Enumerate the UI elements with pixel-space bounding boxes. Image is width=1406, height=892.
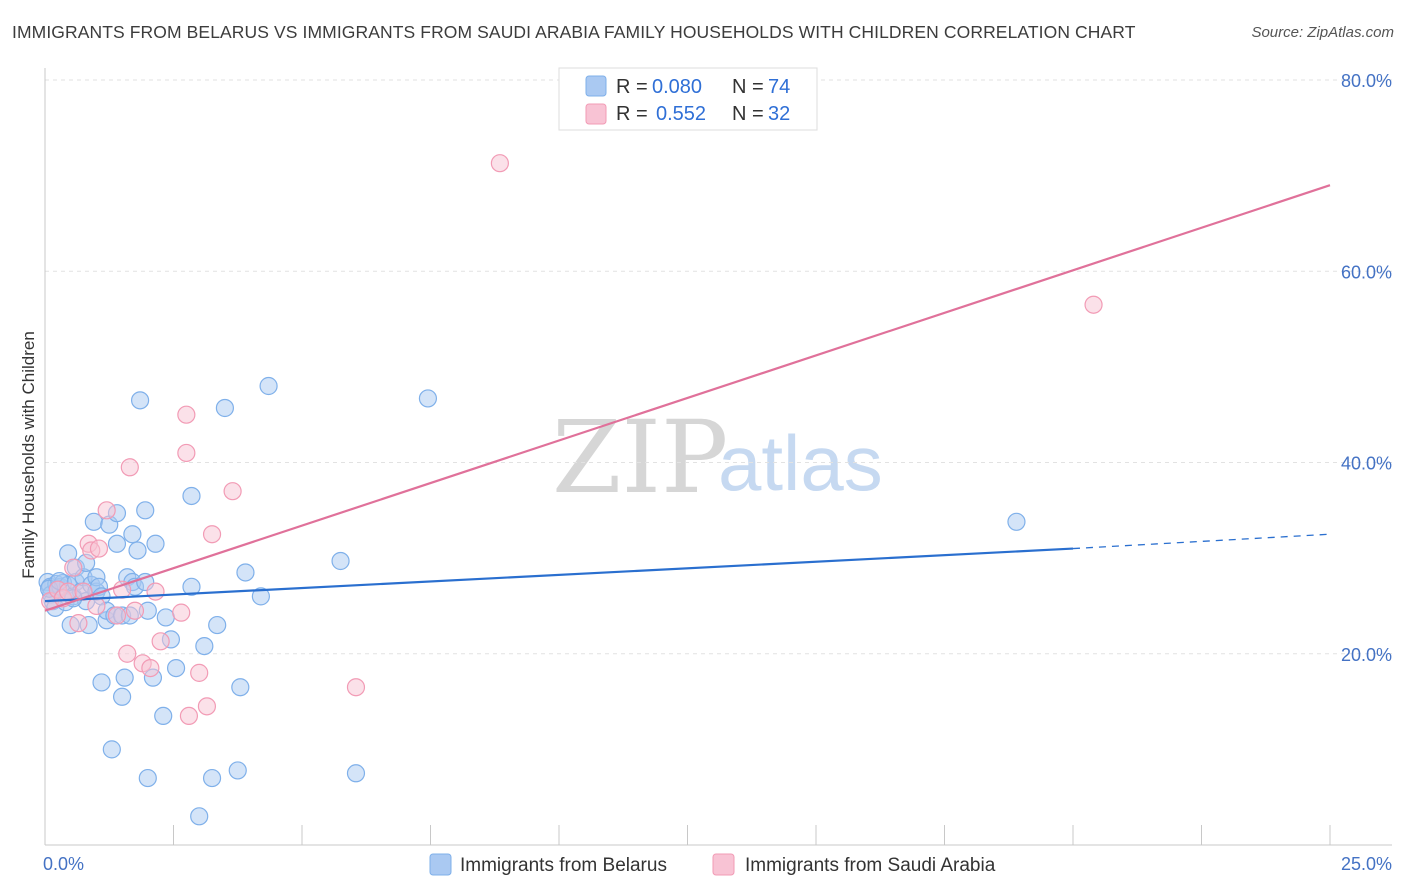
y-axis-label: Family Households with Children [19,331,38,579]
series-legend: Immigrants from Belarus Immigrants from … [429,853,996,876]
saudi-point-3 [59,582,78,601]
stats-n-value-saudi: 32 [768,103,790,125]
belarus-point-51 [154,706,173,726]
belarus-point-59 [202,768,222,788]
saudi-point-16 [125,601,145,620]
x-tick-label-1: 25.0% [1341,854,1392,874]
saudi-point-21 [172,603,191,622]
belarus-point-57 [190,807,209,826]
saudi-point-15 [120,458,139,477]
stats-n-label-belarus: N = [732,76,764,98]
y-tick-label-1: 40.0% [1341,454,1392,474]
saudi-trend-line [44,184,1331,612]
belarus-point-35 [112,687,132,706]
stats-n-label-saudi: N = [732,103,764,125]
y-tick-label-3: 80.0% [1341,71,1392,91]
belarus-point-31 [102,740,121,759]
stats-legend-swatch-saudi [585,103,607,125]
saudi-point-12 [107,606,127,625]
saudi-point-19 [146,582,165,601]
belarus-point-52 [156,608,175,627]
saudi-point-14 [118,644,137,663]
saudi-point-27 [202,525,222,544]
belarus-trend-line [44,547,1074,603]
belarus-point-58 [195,636,214,656]
belarus-point-69 [418,389,438,408]
watermark-zip: ZIP [552,399,728,516]
belarus-point-43 [128,541,147,560]
saudi-point-10 [89,539,109,558]
stats-legend: R = 0.080 N = 74 R = 0.552 N = 32 [558,67,818,131]
axes [44,68,1392,846]
x-tick-label-0: 0.0% [43,854,84,874]
stats-n-value-belarus: 74 [768,76,790,98]
data-points [38,154,1103,826]
belarus-point-61 [215,398,234,418]
stats-legend-swatch-belarus [585,75,607,97]
belarus-point-60 [208,615,227,635]
ticks: 20.0% 40.0% 60.0% 80.0% 0.0% 25.0% [43,71,1392,874]
saudi-point-5 [69,614,88,633]
legend-swatch-belarus [429,853,452,876]
belarus-point-64 [236,563,255,582]
belarus-point-62 [228,761,247,780]
saudi-point-29 [346,678,366,697]
belarus-point-46 [136,501,155,520]
belarus-point-50 [146,534,165,553]
y-tick-label-0: 20.0% [1341,645,1392,665]
saudi-point-26 [197,697,217,716]
saudi-point-28 [223,482,242,501]
stats-r-label-belarus: R = [616,76,648,98]
saudi-point-11 [97,501,116,520]
belarus-point-68 [346,764,366,783]
saudi-point-23 [179,706,199,726]
saudi-point-4 [64,558,83,577]
belarus-point-54 [166,658,186,678]
legend-label-saudi: Immigrants from Saudi Arabia [745,855,996,876]
belarus-point-56 [182,486,201,506]
belarus-point-44 [130,391,150,410]
legend-swatch-saudi [712,853,735,876]
saudi-point-31 [1084,295,1103,314]
stats-r-value-belarus: 0.080 [652,76,702,98]
belarus-point-37 [115,668,134,687]
saudi-point-24 [177,443,196,463]
chart-source: Source: ZipAtlas.com [1251,24,1394,41]
belarus-point-41 [123,525,142,544]
saudi-point-9 [87,596,106,616]
belarus-point-55 [182,577,201,596]
legend-label-belarus: Immigrants from Belarus [460,855,667,876]
stats-r-value-saudi: 0.552 [656,103,706,125]
saudi-point-25 [190,663,209,682]
belarus-point-33 [107,534,127,553]
belarus-point-66 [259,376,278,396]
saudi-point-18 [141,658,160,678]
belarus-point-63 [231,678,250,697]
chart-title: IMMIGRANTS FROM BELARUS VS IMMIGRANTS FR… [12,22,1136,42]
belarus-trend-extension [1072,533,1331,550]
belarus-point-67 [331,551,350,571]
y-tick-label-2: 60.0% [1341,262,1392,282]
saudi-point-20 [151,632,170,651]
belarus-point-65 [251,587,270,606]
belarus-point-70 [1007,512,1026,531]
saudi-point-22 [177,405,196,424]
saudi-point-30 [490,154,509,173]
belarus-point-27 [92,673,111,692]
stats-r-label-saudi: R = [616,103,648,125]
belarus-point-48 [138,768,157,788]
trend-lines [44,184,1331,612]
